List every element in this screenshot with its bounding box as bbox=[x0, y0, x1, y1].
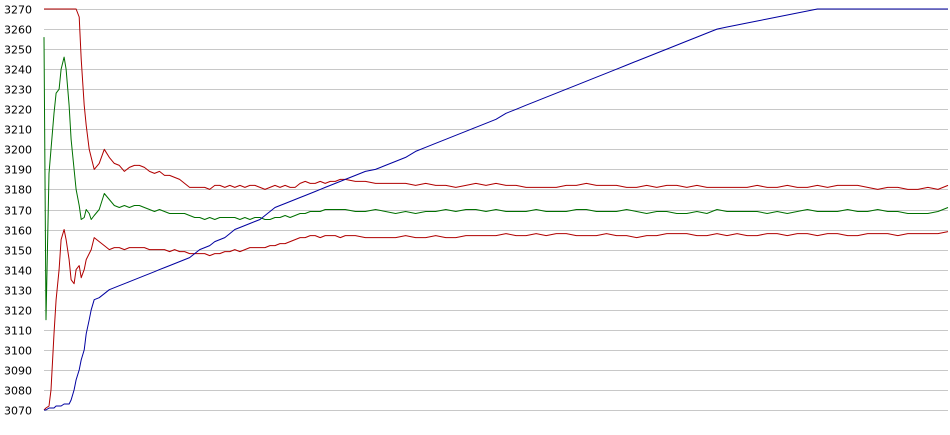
y-tick-label: 3100 bbox=[4, 345, 32, 358]
y-tick-label: 3160 bbox=[4, 225, 32, 238]
y-tick-label: 3110 bbox=[4, 325, 32, 338]
series-line-1 bbox=[44, 8, 949, 190]
series-group bbox=[43, 8, 949, 411]
y-tick-label: 3180 bbox=[4, 184, 32, 197]
y-tick-label: 3210 bbox=[4, 124, 32, 137]
y-axis: 3270 3260 3250 3240 3230 3220 3210 3200 3190 3180… bbox=[4, 4, 32, 418]
y-tick-label: 3120 bbox=[4, 305, 32, 318]
y-tick-label: 3270 bbox=[4, 4, 32, 17]
series-line-2 bbox=[43, 37, 949, 321]
y-tick-label: 3260 bbox=[4, 24, 32, 37]
y-tick-label: 3170 bbox=[4, 205, 32, 218]
y-tick-label: 3090 bbox=[4, 365, 32, 378]
y-tick-label: 3190 bbox=[4, 164, 32, 177]
y-tick-label: 3080 bbox=[4, 385, 32, 398]
y-tick-label: 3070 bbox=[4, 405, 32, 418]
y-tick-label: 3150 bbox=[4, 245, 32, 258]
series-line-3 bbox=[43, 229, 949, 411]
y-tick-label: 3220 bbox=[4, 104, 32, 117]
grid bbox=[44, 9, 948, 411]
y-tick-label: 3140 bbox=[4, 265, 32, 278]
y-tick-label: 3250 bbox=[4, 44, 32, 57]
y-tick-label: 3240 bbox=[4, 64, 32, 77]
y-tick-label: 3230 bbox=[4, 84, 32, 97]
y-tick-label: 3130 bbox=[4, 285, 32, 298]
series-line-4 bbox=[44, 8, 948, 411]
y-tick-label: 3200 bbox=[4, 144, 32, 157]
